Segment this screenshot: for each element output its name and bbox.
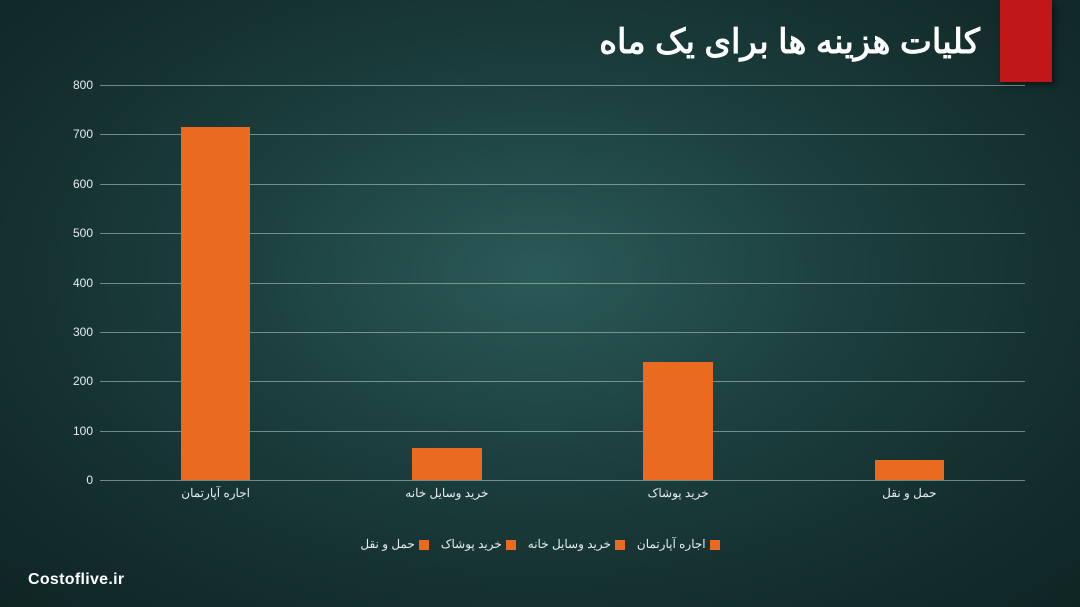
legend-item: خرید پوشاک xyxy=(441,537,516,551)
accent-red-box xyxy=(1000,0,1052,82)
y-axis-label: 0 xyxy=(55,473,93,487)
legend-label: خرید پوشاک xyxy=(441,537,502,551)
legend-swatch xyxy=(506,540,516,550)
chart-title: کلیات هزینه ها برای یک ماه xyxy=(599,22,980,62)
bar xyxy=(643,362,712,481)
bar xyxy=(412,448,481,480)
gridline xyxy=(100,480,1025,481)
legend-item: اجاره آپارتمان xyxy=(637,537,720,551)
legend-item: خرید وسایل خانه xyxy=(528,537,625,551)
x-axis-label: حمل و نقل xyxy=(882,486,936,500)
y-axis-label: 400 xyxy=(55,276,93,290)
legend-swatch xyxy=(615,540,625,550)
x-axis-label: خرید وسایل خانه xyxy=(405,486,488,500)
y-axis-label: 100 xyxy=(55,424,93,438)
y-axis-label: 600 xyxy=(55,177,93,191)
legend-label: اجاره آپارتمان xyxy=(637,537,706,551)
y-axis-label: 700 xyxy=(55,127,93,141)
legend-swatch xyxy=(419,540,429,550)
y-axis-label: 800 xyxy=(55,78,93,92)
legend: اجاره آپارتمان خرید وسایل خانه خرید پوشاک ح… xyxy=(0,537,1080,551)
legend-swatch xyxy=(710,540,720,550)
legend-label: حمل و نقل xyxy=(360,537,414,551)
y-axis-label: 200 xyxy=(55,374,93,388)
bar xyxy=(875,460,944,480)
y-axis-label: 500 xyxy=(55,226,93,240)
legend-label: خرید وسایل خانه xyxy=(528,537,611,551)
watermark: Costoflive.ir xyxy=(28,571,124,589)
x-axis-label: خرید پوشاک xyxy=(648,486,709,500)
bar-chart: 0100200300400500600700800اجاره آپارتمانخ… xyxy=(55,85,1025,500)
x-axis-label: اجاره آپارتمان xyxy=(181,486,250,500)
plot-region xyxy=(100,85,1025,480)
gridline xyxy=(100,85,1025,86)
legend-item: حمل و نقل xyxy=(360,537,428,551)
y-axis-label: 300 xyxy=(55,325,93,339)
bar xyxy=(181,127,250,480)
